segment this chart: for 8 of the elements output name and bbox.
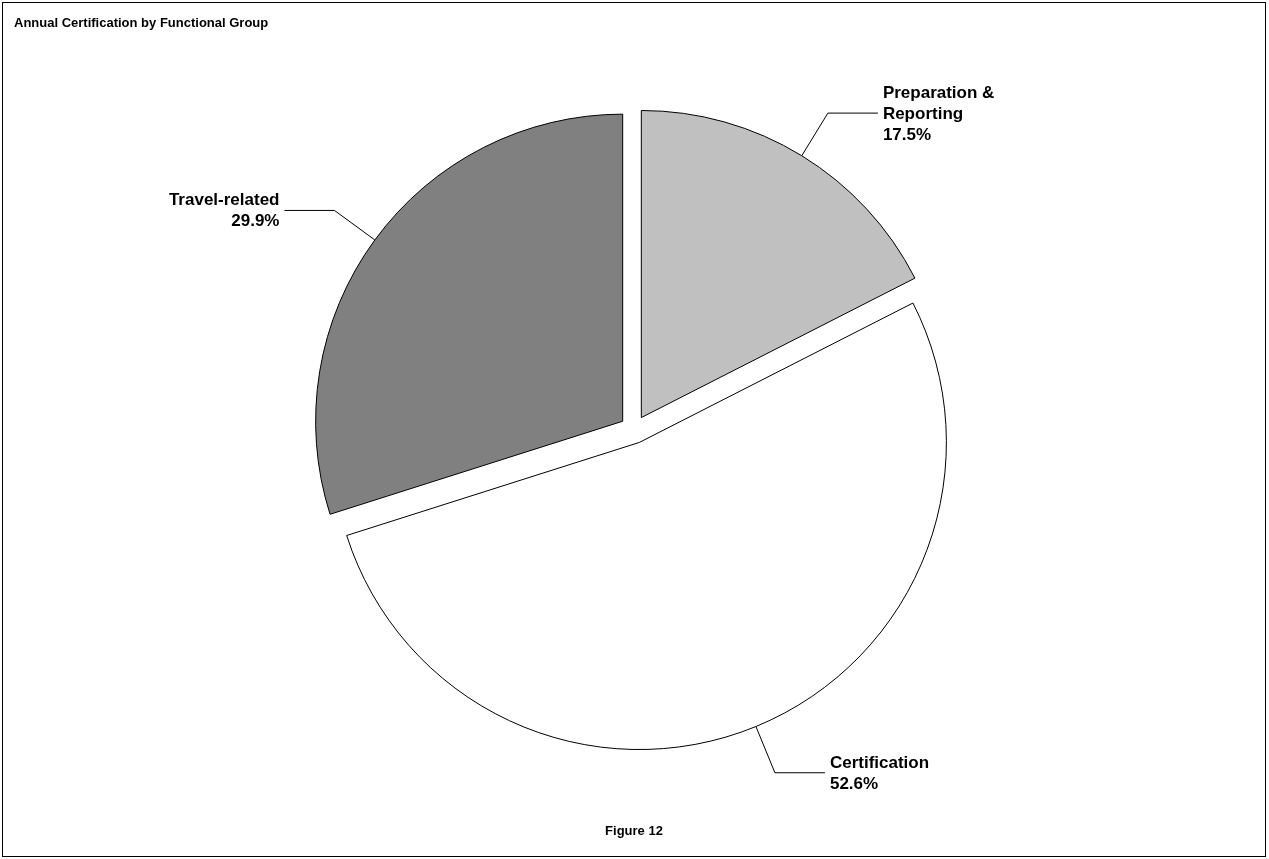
caption: Figure 12 xyxy=(605,823,663,838)
slice-label: Certification xyxy=(829,752,930,772)
slice-label: Preparation & Reporting xyxy=(882,82,1000,123)
chart-title: Annual Certification by Functional Group xyxy=(14,15,269,30)
data-label: 17.5% xyxy=(882,124,932,144)
data-label: 52.6% xyxy=(829,773,879,793)
slice-label: Travel-related xyxy=(168,190,280,210)
data-label: 29.9% xyxy=(231,211,280,231)
